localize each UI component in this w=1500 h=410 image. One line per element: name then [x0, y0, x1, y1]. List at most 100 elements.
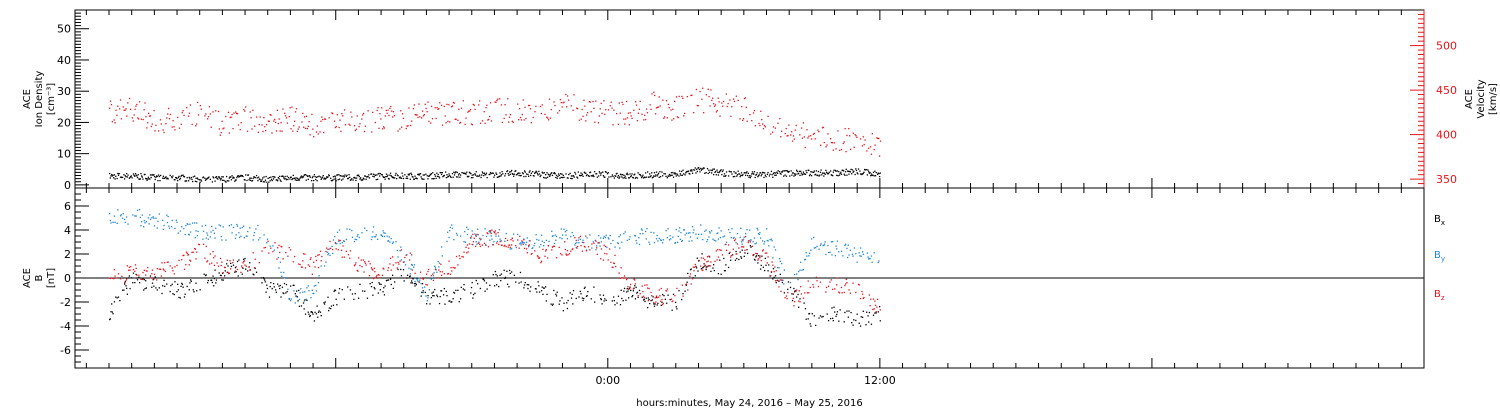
bz-point [787, 291, 789, 294]
ion-density-point [652, 176, 654, 178]
bx-point [303, 308, 305, 310]
bx-point [332, 304, 335, 306]
bx-point [448, 300, 450, 302]
by-point [409, 273, 411, 275]
by-point [783, 283, 785, 285]
ion-density-point [354, 177, 356, 179]
by-point [302, 291, 304, 293]
bz-point [164, 270, 167, 273]
bx-point [570, 297, 573, 299]
velocity-point [576, 107, 578, 109]
left-ylabel-line: [cm⁻³] [46, 83, 57, 115]
by-point [157, 220, 159, 223]
ion-density-point [587, 175, 590, 177]
velocity-point [133, 114, 135, 116]
bz-point [863, 296, 865, 299]
ion-density-point [232, 177, 234, 179]
velocity-point [221, 120, 223, 122]
bx-point [220, 274, 222, 277]
ion-density-point [319, 176, 322, 178]
velocity-point [525, 117, 527, 120]
velocity-point [589, 101, 591, 103]
bz-point [749, 241, 752, 243]
ion-density-point [175, 177, 177, 179]
ion-density-point [275, 179, 277, 181]
bz-point [612, 266, 614, 268]
bz-point [452, 266, 454, 269]
by-point [521, 241, 524, 243]
ion-density-point [547, 173, 550, 175]
ion-density-point [841, 169, 843, 171]
bx-point [642, 299, 645, 301]
bx-point [204, 274, 207, 277]
bx-point [471, 281, 473, 284]
ion-density-point [589, 171, 592, 173]
bz-point [706, 256, 709, 258]
ion-density-point [391, 176, 394, 179]
bx-point [293, 284, 295, 287]
ion-density-point [603, 176, 605, 178]
by-point [353, 240, 356, 243]
ion-density-point [806, 171, 808, 174]
velocity-point [341, 112, 343, 115]
bx-point [787, 281, 790, 283]
by-point [578, 242, 580, 244]
ion-density-point [336, 174, 339, 176]
by-point [257, 239, 260, 241]
by-point [266, 242, 268, 244]
velocity-point [311, 113, 313, 116]
by-point [660, 239, 662, 242]
bz-point [623, 275, 626, 277]
bz-point [397, 261, 399, 264]
ion-density-point [381, 173, 383, 176]
bz-point [495, 233, 497, 235]
ion-density-point [519, 172, 521, 174]
velocity-point [761, 123, 764, 125]
bz-point [538, 257, 540, 260]
by-point [555, 239, 557, 241]
bx-point [143, 278, 145, 281]
ion-density-point [316, 180, 318, 182]
by-point [241, 226, 243, 229]
bz-point [630, 283, 632, 286]
ion-density-point [781, 171, 783, 173]
velocity-point [416, 114, 418, 116]
bz-point [798, 290, 800, 292]
ion-density-point [581, 173, 584, 175]
by-point [739, 236, 741, 238]
ion-density-point [602, 171, 604, 173]
bz-point [163, 269, 165, 271]
ion-density-point [270, 178, 273, 180]
bx-point [674, 301, 677, 304]
ion-density-point [682, 169, 684, 171]
velocity-point [788, 124, 790, 126]
ion-density-point [628, 177, 630, 179]
by-point [642, 232, 644, 235]
ion-density-point [868, 171, 870, 173]
bx-point [764, 269, 766, 272]
bz-point [757, 259, 759, 261]
ion-density-point [627, 173, 629, 176]
bx-point [761, 255, 763, 257]
ion-density-point [257, 176, 260, 178]
bx-point [188, 289, 190, 291]
velocity-point [302, 112, 304, 115]
bz-point [798, 300, 800, 302]
bz-point [302, 260, 304, 262]
bx-point [813, 315, 815, 317]
bx-point [410, 282, 412, 284]
bx-point [867, 315, 869, 317]
velocity-point [753, 109, 756, 112]
bx-point [126, 287, 128, 290]
ion-density-point [704, 172, 706, 174]
velocity-point [125, 108, 127, 110]
by-point [187, 223, 189, 226]
bx-point [494, 270, 496, 273]
bx-point [470, 292, 472, 294]
ion-density-point [188, 176, 190, 179]
bz-point [792, 297, 794, 300]
ion-density-point [734, 172, 737, 174]
bx-point [838, 320, 840, 322]
by-point [438, 262, 441, 264]
bz-point [217, 265, 220, 267]
